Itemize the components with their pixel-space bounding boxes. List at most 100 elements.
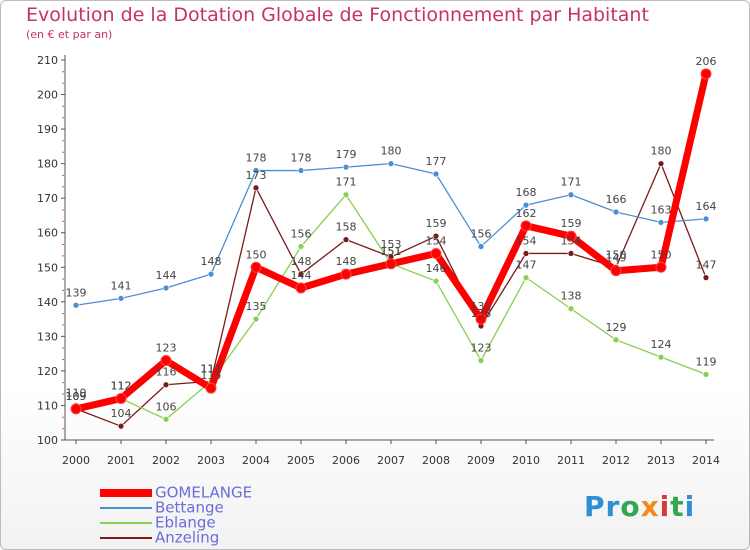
series-line-bettange <box>75 162 707 306</box>
y-tick-label: 180 <box>37 158 58 171</box>
data-label: 148 <box>291 255 312 268</box>
data-point <box>702 274 710 281</box>
data-point <box>342 236 350 243</box>
data-point <box>295 282 307 294</box>
series-line-eblange <box>75 194 707 420</box>
data-point <box>117 295 125 302</box>
data-label: 104 <box>111 407 132 420</box>
y-tick-label: 100 <box>37 434 58 447</box>
x-tick-label: 2012 <box>602 454 630 467</box>
y-tick-label: 120 <box>37 365 58 378</box>
data-label: 109 <box>66 390 87 403</box>
x-tick-label: 2013 <box>647 454 675 467</box>
data-point <box>700 68 712 80</box>
data-point <box>342 163 350 171</box>
data-label: 112 <box>111 380 132 393</box>
legend-label: Bettange <box>155 498 224 517</box>
x-tick-label: 2007 <box>377 454 405 467</box>
x-tick-label: 2011 <box>557 454 585 467</box>
proxiti-logo: Proxiti <box>584 490 696 523</box>
data-point <box>475 313 487 325</box>
y-tick-label: 110 <box>37 399 58 412</box>
y-tick-label: 130 <box>37 330 58 343</box>
data-point <box>342 191 350 199</box>
data-point <box>297 167 305 174</box>
data-point <box>72 301 80 309</box>
data-label: 168 <box>516 186 537 199</box>
legend-label: Anzeling <box>155 528 220 547</box>
data-point <box>162 381 170 389</box>
x-tick-label: 2004 <box>242 454 270 467</box>
data-point <box>432 232 440 240</box>
data-point <box>567 305 575 313</box>
y-tick-label: 140 <box>37 296 58 309</box>
data-point <box>567 250 575 257</box>
data-label: 148 <box>336 255 357 268</box>
data-label: 163 <box>651 203 672 216</box>
data-point <box>385 258 397 270</box>
data-label: 158 <box>336 221 357 234</box>
data-label: 139 <box>66 286 87 299</box>
data-label: 146 <box>426 262 447 275</box>
data-point <box>117 422 125 430</box>
data-point <box>252 184 260 192</box>
data-point <box>207 270 215 278</box>
data-label: 147 <box>516 259 537 272</box>
data-label: 151 <box>381 245 402 258</box>
x-tick-label: 2002 <box>152 454 180 467</box>
data-label: 156 <box>291 228 312 241</box>
legend-item: Bettange <box>100 498 224 517</box>
data-label: 109 <box>66 390 87 403</box>
data-label: 106 <box>156 400 177 413</box>
data-label: 177 <box>426 155 447 168</box>
data-label: 180 <box>651 145 672 158</box>
data-point <box>432 170 440 178</box>
data-point <box>252 315 260 323</box>
x-tick-label: 2006 <box>332 454 360 467</box>
data-label: 179 <box>336 148 357 161</box>
data-point <box>610 265 622 277</box>
data-label: 162 <box>516 207 537 220</box>
data-label: 138 <box>561 290 582 303</box>
y-tick-label: 210 <box>37 54 58 67</box>
data-point <box>657 219 665 226</box>
data-point <box>252 167 260 174</box>
legend-swatch <box>100 521 152 524</box>
data-point <box>655 261 667 273</box>
data-point <box>702 371 710 378</box>
data-label: 180 <box>381 145 402 158</box>
data-point <box>565 230 577 242</box>
data-label: 151 <box>381 245 402 258</box>
data-label: 150 <box>606 248 627 261</box>
data-label: 147 <box>696 259 717 272</box>
legend-swatch <box>100 536 152 539</box>
data-label: 141 <box>111 279 132 292</box>
x-tick-label: 2009 <box>467 454 495 467</box>
data-label: 150 <box>651 248 672 261</box>
data-point <box>205 382 217 394</box>
y-tick-label: 190 <box>37 123 58 136</box>
data-point <box>162 415 170 423</box>
data-point <box>387 160 395 167</box>
data-label: 135 <box>246 300 267 313</box>
data-label: 206 <box>696 55 717 68</box>
data-point <box>477 357 485 364</box>
y-tick-label: 200 <box>37 89 58 102</box>
data-point <box>250 261 262 273</box>
data-label: 171 <box>561 176 582 189</box>
data-label: 154 <box>426 234 447 247</box>
data-label: 153 <box>381 238 402 251</box>
data-point <box>520 220 532 232</box>
data-point <box>702 215 710 223</box>
data-point <box>297 243 305 250</box>
data-point <box>432 277 440 285</box>
legend-item: Anzeling <box>100 528 219 547</box>
x-tick-label: 2000 <box>62 454 90 467</box>
x-tick-label: 2003 <box>197 454 225 467</box>
data-label: 159 <box>426 217 447 230</box>
data-label: 159 <box>561 217 582 230</box>
y-tick-label: 170 <box>37 192 58 205</box>
data-label: 123 <box>471 342 492 355</box>
data-point <box>160 355 172 367</box>
x-tick-label: 2010 <box>512 454 540 467</box>
